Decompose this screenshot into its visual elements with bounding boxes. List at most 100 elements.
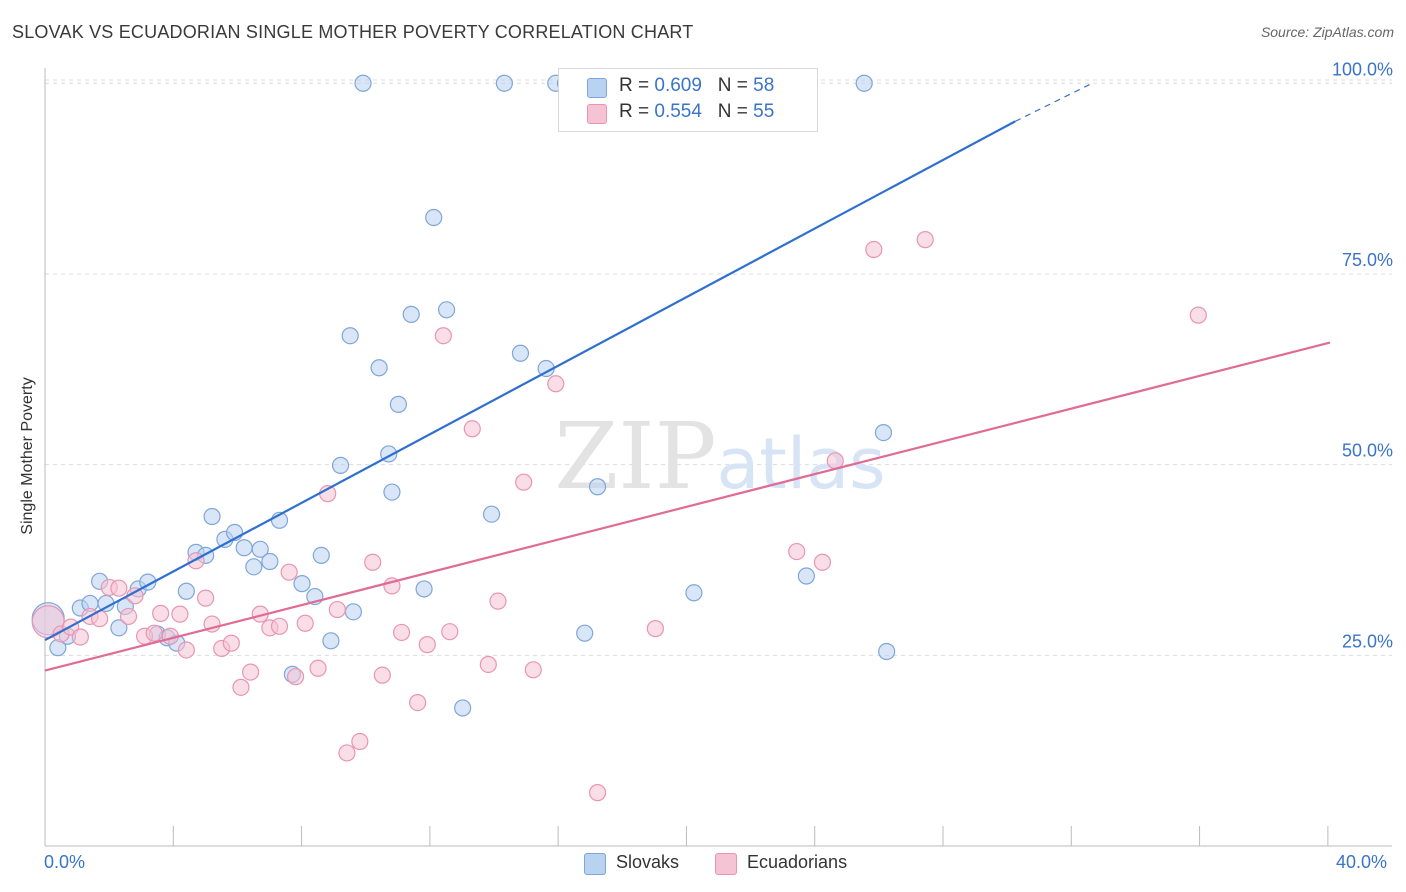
ecuadorian-point	[418, 636, 436, 654]
slovak-point	[177, 582, 195, 600]
axis-layer: 25.0% 50.0% 75.0% 100.0%	[44, 59, 1393, 847]
legend-slovak-n-label: N =	[717, 75, 754, 96]
ecuadorian-point	[232, 678, 250, 696]
legend-ecuadorian-n-label: N =	[717, 101, 754, 122]
ecuadorian-point	[145, 624, 163, 642]
slovak-point	[415, 580, 433, 598]
slovak-point	[425, 208, 443, 227]
slovak-point	[312, 546, 330, 564]
ecuadorian-point	[916, 231, 934, 249]
ecuadorian-point	[434, 327, 452, 345]
slovak-point	[322, 632, 340, 650]
legend-slovak-r-label: R =	[619, 75, 655, 96]
ecuadorian-point	[392, 623, 411, 642]
slovak-point	[293, 575, 311, 593]
slovak-swatch	[587, 78, 607, 98]
slovak-point	[482, 505, 501, 523]
ecuadorian-point	[441, 623, 459, 641]
ecuadorian-point	[242, 663, 260, 681]
watermark-zip: ZIP	[554, 403, 716, 510]
ecuadorian-point	[270, 617, 289, 635]
slovak-point	[588, 478, 607, 496]
ecuadorian-point	[409, 694, 427, 712]
ecuadorian-point	[373, 666, 391, 684]
legend-ecuadorian-n-value: 55	[753, 101, 775, 122]
slovak-point	[344, 603, 362, 621]
slovak-point	[370, 359, 388, 377]
ecuadorian-point	[309, 659, 327, 677]
ecuadorian-trend-line	[44, 341, 1331, 672]
slovak-point	[576, 624, 594, 642]
ecuadorian-point	[524, 661, 542, 679]
ecuadorian-point	[110, 579, 128, 597]
slovak-point	[235, 539, 253, 557]
ecuadorian-point	[788, 542, 806, 561]
slovak-trend-line	[44, 120, 1016, 642]
slovak-point	[110, 619, 128, 637]
slovak-point	[855, 74, 873, 92]
slovak-point	[511, 344, 530, 362]
trend-layer	[44, 82, 1331, 672]
point-layer	[31, 74, 1207, 802]
x-tick-label-max: 40.0%	[1336, 852, 1388, 872]
slovak-point	[454, 699, 472, 717]
slovak-legend-swatch	[584, 853, 606, 875]
slovak-legend-label: Slovaks	[616, 852, 680, 872]
y-tick-label: 100.0%	[1332, 59, 1393, 79]
ecuadorian-point	[286, 668, 305, 686]
ecuadorian-point	[865, 240, 883, 259]
slovak-point	[245, 558, 263, 576]
slovak-point	[878, 642, 896, 661]
ecuadorian-point	[296, 614, 314, 632]
ecuadorian-point	[479, 655, 497, 674]
ecuadorian-point	[588, 784, 607, 802]
slovak-point	[495, 74, 513, 92]
legend-ecuadorian-r-value: 0.554	[654, 101, 702, 122]
slovak-point	[341, 327, 359, 345]
ecuadorian-point	[177, 641, 195, 659]
y-tick-label: 50.0%	[1342, 441, 1393, 461]
ecuadorian-point	[71, 628, 89, 646]
ecuadorian-point	[547, 375, 565, 393]
ecuadorian-point	[1189, 306, 1207, 324]
slovak-point	[383, 483, 401, 501]
ecuadorian-point	[119, 607, 138, 626]
ecuadorian-point	[515, 473, 533, 491]
chart-title: SLOVAK VS ECUADORIAN SINGLE MOTHER POVER…	[12, 22, 694, 42]
x-tick-label-min: 0.0%	[44, 852, 86, 872]
legend-slovak-n-value: 58	[753, 75, 775, 96]
ecuadorian-point	[351, 732, 369, 751]
ecuadorian-point	[364, 553, 382, 571]
slovak-point	[203, 507, 221, 526]
ecuadorian-point	[328, 600, 346, 619]
ecuadorian-point	[222, 634, 240, 652]
ecuadorian-swatch	[587, 104, 607, 124]
legend-box: R = 0.609 N = 58 R = 0.554 N = 55	[558, 68, 818, 132]
slovak-point	[437, 301, 456, 319]
ecuadorian-legend-label: Ecuadorians	[747, 852, 848, 872]
ecuadorian-point	[197, 589, 215, 607]
ecuadorian-point	[171, 605, 189, 623]
ecuadorian-point	[280, 563, 298, 581]
slovak-point	[331, 456, 350, 474]
slovak-point	[685, 584, 703, 602]
slovak-point	[797, 567, 815, 585]
ecuadorian-point	[813, 553, 832, 571]
ecuadorian-point	[463, 420, 481, 438]
legend-ecuadorian-r-label: R =	[619, 101, 655, 122]
legend-slovak-r-value: 0.609	[654, 75, 702, 96]
slovak-point	[874, 423, 893, 442]
ecuadorian-legend-swatch	[715, 853, 737, 875]
slovak-point	[389, 395, 407, 413]
y-tick-label: 25.0%	[1342, 631, 1393, 651]
slovak-point	[354, 74, 372, 92]
ecuadorian-point	[646, 620, 664, 638]
ecuadorian-point	[152, 604, 170, 622]
slovak-point	[402, 305, 420, 323]
ecuadorian-point	[489, 592, 507, 610]
y-tick-label: 75.0%	[1342, 250, 1393, 270]
slovak-point	[251, 540, 269, 558]
slovak-point	[261, 552, 279, 571]
slovak-trend-extension	[1014, 82, 1093, 122]
